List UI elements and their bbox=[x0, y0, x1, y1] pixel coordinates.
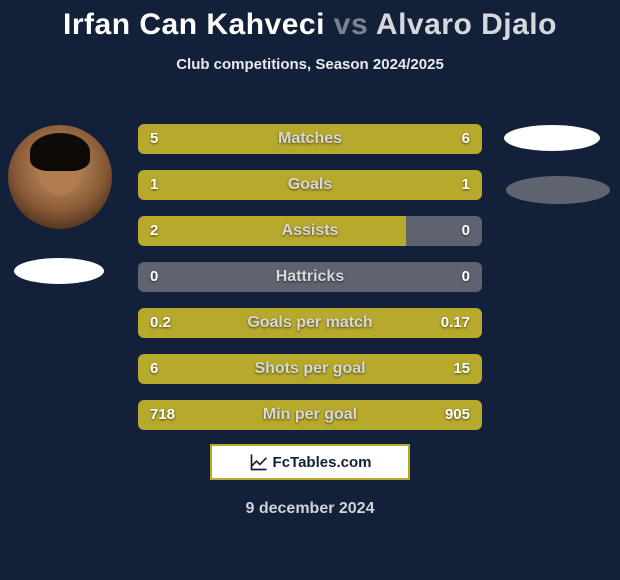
stat-label: Shots per goal bbox=[138, 354, 482, 384]
stat-label: Matches bbox=[138, 124, 482, 154]
source-badge[interactable]: FcTables.com bbox=[210, 444, 410, 480]
stat-right-value: 905 bbox=[445, 400, 470, 430]
player2-team-badge bbox=[506, 176, 610, 204]
stat-label: Min per goal bbox=[138, 400, 482, 430]
player2-name: Alvaro Djalo bbox=[376, 8, 557, 41]
stat-row: 718 Min per goal 905 bbox=[138, 400, 482, 430]
stat-label: Goals per match bbox=[138, 308, 482, 338]
player2-avatar bbox=[504, 125, 600, 151]
stats-bars: 5 Matches 6 1 Goals 1 2 Assists 0 0 Hatt… bbox=[138, 124, 482, 446]
stat-row: 2 Assists 0 bbox=[138, 216, 482, 246]
stat-label: Hattricks bbox=[138, 262, 482, 292]
vs-label: vs bbox=[334, 8, 368, 41]
stat-right-value: 0.17 bbox=[441, 308, 470, 338]
stat-right-value: 0 bbox=[462, 262, 470, 292]
stat-right-value: 1 bbox=[462, 170, 470, 200]
player1-name: Irfan Can Kahveci bbox=[63, 8, 325, 41]
source-label: FcTables.com bbox=[273, 454, 372, 471]
footer-date: 9 december 2024 bbox=[0, 500, 620, 518]
player1-team-badge bbox=[14, 258, 104, 284]
stat-label: Assists bbox=[138, 216, 482, 246]
stat-row: 0 Hattricks 0 bbox=[138, 262, 482, 292]
stat-row: 1 Goals 1 bbox=[138, 170, 482, 200]
chart-icon bbox=[249, 452, 269, 472]
stat-right-value: 0 bbox=[462, 216, 470, 246]
stat-row: 5 Matches 6 bbox=[138, 124, 482, 154]
stat-right-value: 6 bbox=[462, 124, 470, 154]
page-title: Irfan Can Kahveci vs Alvaro Djalo bbox=[0, 0, 620, 42]
player1-avatar bbox=[8, 125, 112, 229]
stat-right-value: 15 bbox=[453, 354, 470, 384]
stat-label: Goals bbox=[138, 170, 482, 200]
subtitle: Club competitions, Season 2024/2025 bbox=[0, 56, 620, 73]
stat-row: 6 Shots per goal 15 bbox=[138, 354, 482, 384]
stat-row: 0.2 Goals per match 0.17 bbox=[138, 308, 482, 338]
